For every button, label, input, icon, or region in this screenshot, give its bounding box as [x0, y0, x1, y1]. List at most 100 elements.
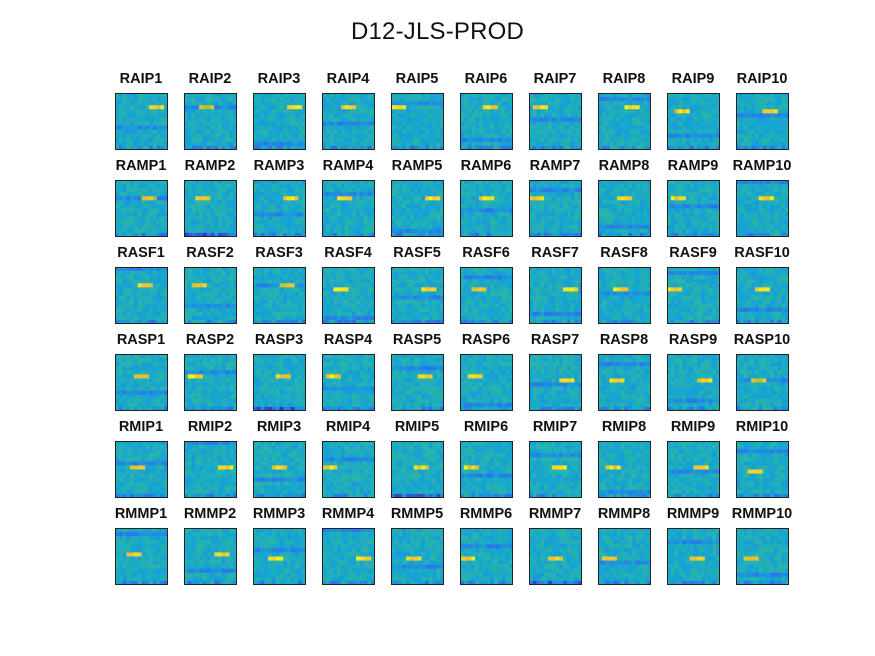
heatmap-cell	[333, 113, 338, 118]
heatmap-cell	[141, 145, 146, 150]
heatmap-cell	[260, 117, 265, 122]
heatmap-cell	[256, 137, 261, 143]
heatmap-cell	[160, 125, 165, 130]
heatmap-cell	[501, 224, 506, 230]
heatmap-cell	[210, 204, 215, 209]
heatmap-cell	[785, 93, 789, 98]
heatmap-cell	[329, 216, 334, 222]
heatmap-cell	[359, 315, 364, 321]
heatmap-cell	[156, 125, 161, 130]
heatmap-cell	[394, 125, 399, 130]
heatmap-cell	[402, 137, 407, 143]
heatmap-cell	[685, 232, 691, 237]
heatmap-cell	[391, 208, 396, 213]
heatmap-cell	[613, 180, 618, 185]
heatmap-cell	[264, 307, 269, 313]
heatmap-cell	[391, 200, 396, 205]
heatmap-cell	[348, 121, 353, 126]
heatmap-cell	[164, 125, 168, 130]
heatmap-cell	[689, 121, 694, 126]
heatmap-cell	[391, 117, 396, 122]
heatmap-cell	[478, 109, 484, 114]
heatmap-cell	[398, 180, 403, 185]
heatmap-cell	[130, 267, 135, 272]
heatmap-cell	[773, 97, 778, 102]
heatmap-cell	[283, 275, 288, 280]
heatmap-cell	[130, 192, 135, 197]
heatmap-cell	[701, 113, 706, 118]
heatmap-cell	[184, 311, 189, 317]
heatmap-cell	[632, 125, 637, 130]
heatmap-cell	[598, 121, 603, 126]
heatmap-cell	[475, 216, 480, 222]
heatmap-cell	[268, 97, 273, 102]
heatmap-cell	[486, 97, 491, 102]
heatmap-cell	[210, 109, 215, 114]
heatmap-cell	[460, 105, 465, 110]
heatmap-cell	[287, 232, 292, 237]
heatmap-cell	[271, 133, 277, 139]
heatmap-cell	[218, 113, 223, 118]
heatmap-cell	[118, 137, 123, 143]
heatmap-cell	[221, 220, 226, 226]
heatmap-cell	[762, 212, 767, 217]
heatmap-cell	[195, 283, 200, 288]
heatmap-cell	[440, 117, 444, 122]
heatmap-cell	[601, 232, 606, 237]
heatmap-cell	[490, 121, 495, 126]
heatmap-cell	[670, 137, 675, 143]
heatmap-cell	[356, 303, 361, 309]
heatmap-cell	[544, 224, 549, 230]
heatmap-cell	[275, 117, 280, 122]
heatmap-cell	[739, 232, 744, 237]
heatmap-cell	[344, 101, 349, 106]
heatmap-cell	[639, 125, 644, 130]
heatmap-cell	[359, 113, 364, 118]
heatmap-cell	[356, 141, 361, 147]
heatmap-cell	[463, 133, 468, 139]
heatmap-cell	[685, 188, 691, 193]
heatmap-cell	[770, 101, 775, 106]
heatmap-cell	[279, 93, 284, 98]
heatmap-cell	[398, 299, 403, 304]
heatmap-cell	[160, 291, 165, 296]
heatmap-cell	[409, 97, 415, 102]
heatmap-cell	[490, 137, 495, 143]
heatmap-cell	[229, 97, 234, 102]
heatmap-cell	[268, 291, 273, 296]
heatmap-cell	[118, 133, 123, 139]
heatmap-cell	[682, 188, 687, 193]
heatmap-cell	[467, 145, 472, 150]
heatmap-cell	[421, 192, 426, 197]
heatmap-cell	[225, 184, 230, 189]
heatmap-cell	[693, 232, 698, 237]
heatmap-cell	[126, 311, 131, 317]
heatmap-cell	[613, 192, 618, 197]
heatmap-cell	[184, 267, 189, 272]
panel-raip1: RAIP1	[115, 71, 168, 150]
heatmap-cell	[221, 204, 226, 209]
heatmap-cell	[432, 303, 437, 309]
heatmap-cell	[256, 200, 261, 205]
heatmap-cell	[348, 188, 353, 193]
heatmap-cell	[689, 117, 694, 122]
heatmap-cell	[225, 145, 230, 150]
heatmap-cell	[704, 129, 709, 135]
heatmap-cell	[344, 279, 349, 284]
heatmap-cell	[616, 220, 622, 226]
heatmap-cell	[544, 216, 549, 222]
heatmap-cell	[141, 180, 146, 185]
heatmap-cell	[191, 220, 196, 226]
heatmap-cell	[348, 299, 353, 304]
heatmap-cell	[547, 204, 553, 209]
heatmap-cell	[329, 101, 334, 106]
heatmap-cell	[551, 109, 556, 114]
heatmap-cell	[432, 141, 437, 147]
heatmap-cell	[352, 315, 357, 321]
heatmap-cell	[601, 125, 606, 130]
heatmap-cell	[398, 303, 403, 309]
heatmap-cell	[229, 180, 234, 185]
heatmap-cell	[471, 188, 476, 193]
heatmap-cell	[632, 113, 637, 118]
panel-title: RAIP9	[671, 71, 715, 87]
